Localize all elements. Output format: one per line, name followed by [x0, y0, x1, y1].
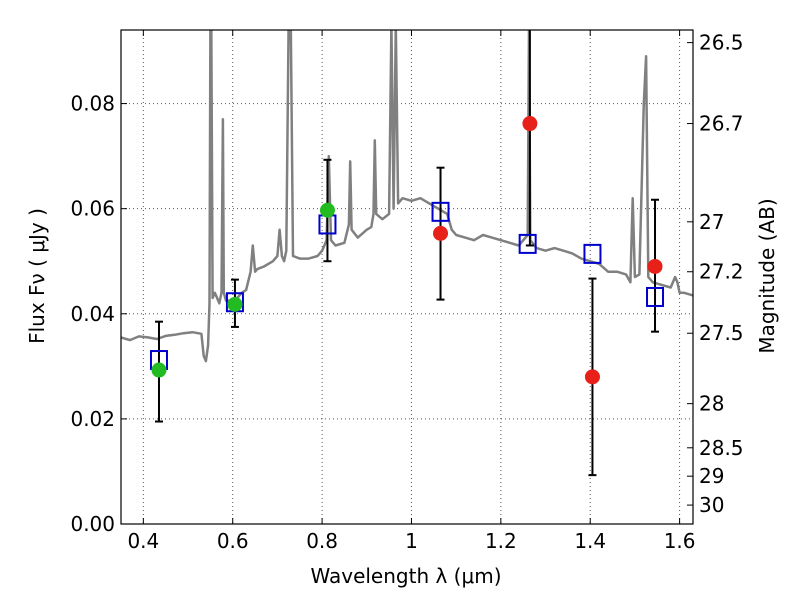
sed-model-line	[121, 30, 693, 363]
right-tick-label: 26.5	[699, 31, 744, 55]
x-tick-label: 0.8	[306, 529, 338, 553]
right-tick-label: 27.5	[699, 321, 744, 345]
y-tick-label: 0.00	[70, 512, 115, 536]
model-box-layer	[149, 201, 665, 371]
x-tick-label: 1.6	[664, 529, 696, 553]
right-tick-label: 27	[699, 210, 724, 234]
green-data-point	[151, 362, 167, 378]
tick-layer: 0.4 0.6 0.8 1 1.2 1.4 1.6 0.00 0.02 0.04 0.06 0.08 2…	[70, 30, 744, 553]
right-tick-label: 27.2	[699, 260, 744, 284]
right-tick-label: 28.5	[699, 436, 744, 460]
red-data-point	[584, 369, 600, 385]
y-axis-label-left: Flux Fν ( μJy )	[25, 208, 49, 344]
green-data-point	[319, 202, 335, 218]
y-axis-label-right: Magnitude (AB)	[755, 198, 779, 353]
green-data-point	[227, 296, 243, 312]
right-tick-label: 26.7	[699, 112, 744, 136]
data-point-layer	[151, 116, 663, 385]
right-tick-label: 28	[699, 392, 724, 416]
y-tick-label: 0.02	[70, 407, 115, 431]
x-tick-label: 1.2	[485, 529, 517, 553]
right-tick-label: 30	[699, 493, 724, 517]
y-tick-label: 0.04	[70, 302, 115, 326]
x-tick-label: 0.6	[217, 529, 249, 553]
red-data-point	[522, 116, 538, 132]
model-box	[518, 233, 537, 254]
sed-layer	[121, 30, 693, 363]
right-tick-label: 29	[699, 464, 724, 488]
y-tick-label: 0.06	[70, 197, 115, 221]
model-box	[431, 201, 450, 222]
model-box	[646, 286, 665, 307]
y-tick-label: 0.08	[70, 92, 115, 116]
x-tick-label: 0.4	[127, 529, 159, 553]
red-data-point	[433, 225, 449, 241]
red-data-point	[647, 258, 663, 274]
x-tick-label: 1.4	[574, 529, 606, 553]
grid-layer	[121, 30, 693, 524]
plot-frame	[120, 29, 694, 525]
errorbar-layer	[154, 30, 660, 477]
x-axis-label: Wavelength λ (μm)	[310, 564, 501, 588]
x-tick-label: 1	[405, 529, 418, 553]
model-box	[583, 243, 602, 264]
